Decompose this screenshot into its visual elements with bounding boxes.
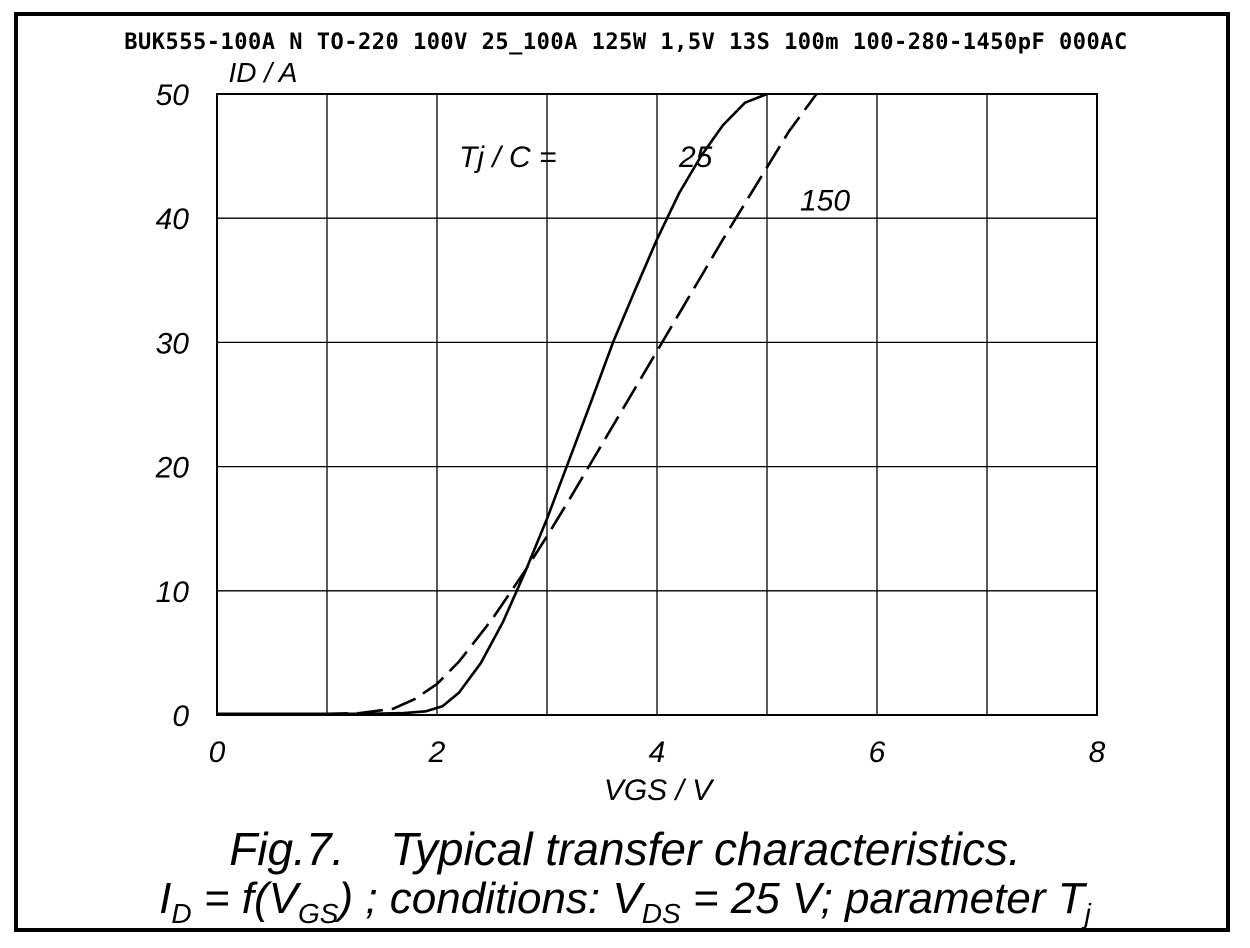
cap-eq: = f(V <box>191 874 298 923</box>
y-axis-label: ID / A <box>229 57 298 88</box>
figure-caption-title: Fig.7. Typical transfer characteristics. <box>0 822 1250 876</box>
x-tick-label: 0 <box>209 736 226 769</box>
cap-sub-ds: DS <box>641 898 681 929</box>
x-tick-label: 2 <box>428 736 446 769</box>
cap-sub-gs: GS <box>298 898 339 929</box>
series-line-tj-25 <box>217 92 768 716</box>
cap-tail: = 25 V; parameter T <box>680 874 1085 923</box>
cap-sub-d: D <box>171 898 192 929</box>
y-tick-label: 20 <box>155 452 190 485</box>
x-tick-label: 6 <box>869 736 886 769</box>
y-tick-label: 0 <box>172 700 189 733</box>
y-tick-label: 50 <box>156 79 190 112</box>
plot-area-border <box>216 93 1098 716</box>
series-label-tj-150: 150 <box>800 185 850 218</box>
figure-caption-conditions: ID = f(VGS) ; conditions: VDS = 25 V; pa… <box>0 874 1250 930</box>
figure-title: Typical transfer characteristics. <box>390 823 1021 875</box>
cap-i: I <box>159 874 172 923</box>
series-line-tj-150 <box>217 93 818 716</box>
part-header: BUK555-100A N TO-220 100V 25_100A 125W 1… <box>124 30 1128 55</box>
y-tick-label: 10 <box>156 576 190 609</box>
x-tick-label: 4 <box>649 736 666 769</box>
y-tick-label: 30 <box>156 327 190 360</box>
x-tick-label: 8 <box>1089 736 1106 769</box>
figure-label: Fig.7. <box>229 823 345 875</box>
x-axis-label: VGS / V <box>604 774 715 807</box>
cap-cond: ) ; conditions: V <box>338 874 642 923</box>
y-tick-label: 40 <box>156 203 190 236</box>
legend-title: Tj / C = <box>459 141 557 174</box>
cap-sub-j: j <box>1084 898 1091 929</box>
series-label-tj-25: 25 <box>678 141 713 174</box>
